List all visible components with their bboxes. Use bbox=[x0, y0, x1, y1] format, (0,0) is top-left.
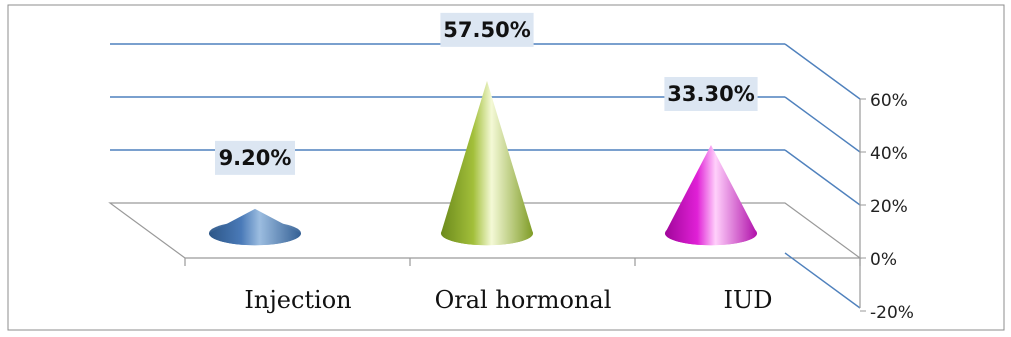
y-tick-label: 0% bbox=[870, 250, 897, 270]
gridline-side bbox=[784, 149, 861, 206]
y-tick-label: 20% bbox=[870, 197, 908, 217]
gridline-side bbox=[784, 96, 861, 153]
category-label: Oral hormonal bbox=[435, 286, 612, 314]
cone-iud bbox=[665, 145, 757, 246]
data-label: 57.50% bbox=[443, 18, 530, 42]
data-label: 33.30% bbox=[667, 82, 754, 106]
cone-series bbox=[209, 80, 757, 246]
category-label: IUD bbox=[724, 286, 773, 314]
gridline-side-min bbox=[784, 252, 861, 309]
data-label: 9.20% bbox=[219, 146, 292, 170]
data-label-box bbox=[215, 140, 295, 175]
gridline-side bbox=[784, 43, 861, 100]
data-labels: 9.20% 57.50% 33.30% bbox=[215, 12, 758, 175]
category-label: Injection bbox=[244, 286, 351, 314]
y-axis-ticks: -20% 0% 20% 40% 60% bbox=[860, 91, 914, 323]
data-label-box bbox=[664, 77, 758, 112]
cone-oral-hormonal bbox=[441, 80, 533, 246]
cone-body bbox=[665, 145, 757, 246]
y-tick-label: 40% bbox=[870, 144, 908, 164]
cone-body bbox=[209, 208, 301, 246]
cone-injection bbox=[209, 208, 301, 246]
x-axis-labels: Injection Oral hormonal IUD bbox=[244, 286, 772, 314]
cone-body bbox=[441, 80, 533, 246]
y-tick-label: -20% bbox=[870, 303, 914, 323]
data-label-box bbox=[440, 12, 534, 47]
y-tick-label: 60% bbox=[870, 91, 908, 111]
